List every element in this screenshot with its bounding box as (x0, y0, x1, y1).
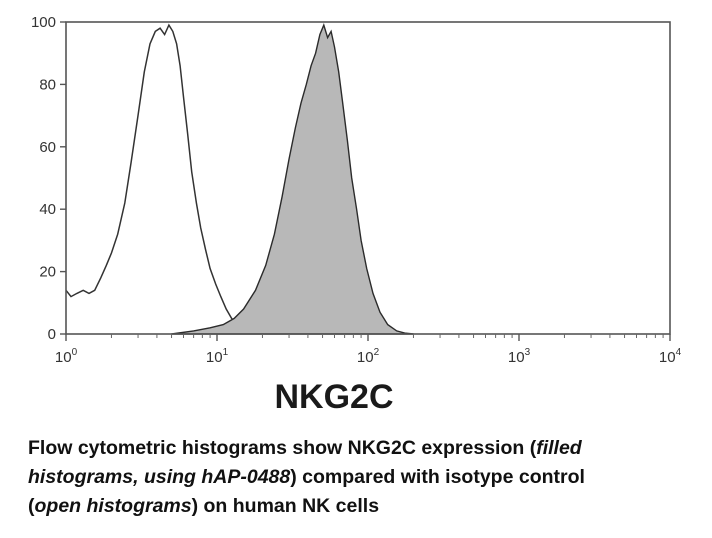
caption-part: ( (28, 495, 35, 517)
caption-italic: filled (536, 437, 582, 459)
caption-part: ) compared with isotype control (290, 466, 585, 488)
x-tick-label: 102 (357, 347, 380, 366)
caption-italic: open histograms (34, 495, 192, 517)
y-tick-label: 40 (39, 201, 56, 218)
y-tick-label: 60 (39, 139, 56, 156)
x-tick-label: 100 (55, 347, 78, 366)
y-tick-label: 20 (39, 264, 56, 281)
series-open-histogram (65, 23, 263, 335)
x-tick-label: 101 (206, 347, 229, 366)
axis-layer: 0 20 40 60 80 100 100 101 102 103 104 (31, 14, 682, 366)
x-tick-label: 103 (508, 347, 531, 366)
y-tick-label: 80 (39, 76, 56, 93)
histogram-chart: 0 20 40 60 80 100 100 101 102 103 104 NKG2C (31, 14, 682, 416)
x-tick-label: 104 (659, 347, 682, 366)
figure-caption: Flow cytometric histograms show NKG2C ex… (28, 434, 672, 521)
y-tick-label: 100 (31, 14, 56, 31)
caption-part: Flow cytometric histograms show NKG2C ex… (28, 437, 537, 459)
y-tick-label: 0 (48, 326, 56, 343)
caption-italic: histograms, using hAP-0488 (28, 466, 291, 488)
series-filled-histogram (171, 23, 414, 335)
caption-part: ) on human NK cells (191, 495, 380, 517)
x-axis-label: NKG2C (274, 378, 393, 416)
series-layer (65, 23, 414, 335)
